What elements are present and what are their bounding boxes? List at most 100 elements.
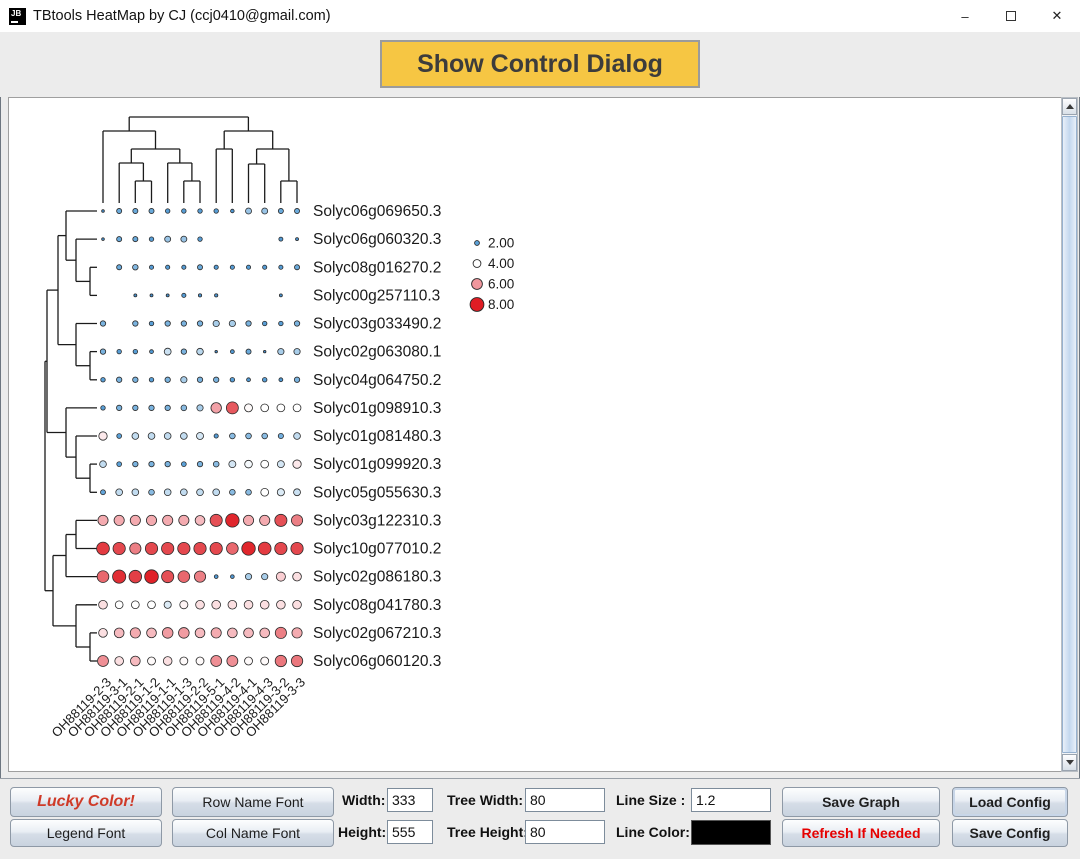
row-label: Solyc02g086180.3	[313, 569, 441, 586]
heatmap-dot	[196, 376, 204, 383]
heatmap-dot	[229, 377, 236, 383]
heatmap-dot	[263, 349, 267, 354]
heatmap-dot	[278, 293, 283, 298]
heatmap-dot	[132, 264, 139, 271]
heatmap-dot	[162, 656, 173, 666]
save-config-button[interactable]: Save Config	[952, 819, 1068, 847]
heatmap-dot	[212, 460, 220, 468]
heatmap-dot	[114, 656, 124, 666]
heatmap-dot	[211, 599, 221, 610]
heatmap-dot	[197, 264, 203, 271]
legend-label: 4.00	[488, 256, 514, 271]
heatmap-dot	[116, 208, 123, 214]
heatmap-dot	[194, 515, 206, 526]
legend-font-button[interactable]: Legend Font	[10, 819, 162, 847]
heatmap-dot	[164, 461, 171, 468]
legend-dot	[469, 297, 485, 312]
show-control-dialog-button[interactable]: Show Control Dialog	[380, 40, 700, 88]
row-label: Solyc06g060120.3	[313, 653, 441, 670]
close-button[interactable]: ✕	[1051, 8, 1063, 23]
row-label: Solyc04g064750.2	[313, 372, 441, 389]
heatmap-dot	[294, 208, 300, 214]
heatmap-dot	[210, 627, 222, 639]
height-input[interactable]	[387, 820, 433, 844]
heatmap-dot	[147, 600, 156, 610]
heatmap-dot	[180, 404, 188, 412]
heatmap-dot	[116, 461, 122, 467]
heatmap-dot	[277, 432, 284, 440]
heatmap-dot	[275, 571, 286, 582]
heatmap-dot	[241, 541, 256, 556]
heatmap-dot	[149, 349, 154, 354]
heatmap-dot	[181, 208, 187, 214]
heatmap-dot	[293, 376, 301, 383]
row-name-font-button[interactable]: Row Name Font	[172, 787, 334, 817]
row-label: Solyc06g060320.3	[313, 231, 441, 248]
save-graph-button[interactable]: Save Graph	[782, 787, 940, 817]
heatmap-dot	[213, 376, 220, 383]
heatmap-dot	[178, 514, 190, 526]
heatmap-dot	[292, 459, 302, 469]
heatmap-dot	[212, 319, 220, 328]
heatmap-dot	[214, 293, 219, 298]
tree-width-input[interactable]	[525, 788, 605, 812]
heatmap-dot	[290, 654, 304, 668]
heatmap-dot	[161, 541, 175, 556]
heatmap-dot	[245, 320, 252, 327]
scroll-up-button[interactable]	[1062, 98, 1077, 115]
arrow-down-icon	[1065, 760, 1074, 765]
heatmap-dot	[226, 655, 239, 667]
maximize-button[interactable]	[988, 0, 1034, 32]
scrollbar-thumb[interactable]	[1062, 116, 1077, 753]
heatmap-dot	[129, 514, 141, 526]
heatmap-dot	[164, 404, 171, 411]
heatmap-dot	[113, 627, 125, 639]
lucky-color-button[interactable]: Lucky Color!	[10, 787, 162, 817]
heatmap-dot	[161, 627, 174, 639]
minimize-button[interactable]: –	[961, 8, 969, 24]
refresh-if-needed-button[interactable]: Refresh If Needed	[782, 819, 940, 847]
legend-dot	[474, 240, 480, 246]
heatmap-dot	[194, 627, 206, 639]
heatmap-dot	[210, 402, 222, 414]
heatmap-dot	[132, 348, 138, 355]
width-label: Width:	[342, 792, 386, 808]
line-color-swatch[interactable]	[691, 820, 771, 845]
heatmap-dot	[243, 514, 255, 526]
heatmap-dot	[99, 320, 107, 327]
heatmap-dot	[292, 571, 302, 582]
heatmap-dot	[165, 208, 171, 214]
heatmap-dot	[97, 514, 109, 526]
heatmap-dot	[193, 570, 207, 583]
toolbar: Show Control Dialog	[0, 32, 1080, 97]
vertical-scrollbar[interactable]	[1061, 97, 1078, 772]
heatmap-dot	[163, 600, 172, 609]
heatmap-plot: Solyc06g069650.3 Solyc06g060320.3 Solyc08g…	[44, 116, 514, 740]
heatmap-dot	[165, 264, 171, 270]
row-label: Solyc03g033490.2	[313, 316, 441, 333]
load-config-button[interactable]: Load Config	[952, 787, 1068, 817]
heatmap-dot	[179, 656, 189, 666]
heatmap-dot	[181, 292, 187, 298]
heatmap-dot	[162, 514, 174, 526]
heatmap-dot	[96, 570, 110, 583]
scroll-down-button[interactable]	[1062, 754, 1077, 771]
heatmap-dot	[210, 655, 223, 667]
heatmap-dot	[148, 377, 155, 383]
tree-height-input[interactable]	[525, 820, 605, 844]
heatmap-canvas[interactable]: Solyc06g069650.3 Solyc06g060320.3 Solyc08g…	[8, 97, 1061, 772]
width-input[interactable]	[387, 788, 433, 812]
heatmap-dot	[276, 599, 286, 610]
heatmap-dot	[229, 488, 236, 496]
legend-label: 8.00	[488, 297, 514, 312]
heatmap-dot	[293, 488, 301, 497]
heatmap-dot	[277, 348, 285, 356]
heatmap-dot	[209, 513, 223, 527]
heatmap-dot	[197, 236, 203, 242]
heatmap-dot	[225, 513, 240, 528]
col-name-font-button[interactable]: Col Name Font	[172, 819, 334, 847]
heatmap-dot	[98, 599, 108, 610]
line-size-input[interactable]	[691, 788, 771, 812]
heatmap-dot	[226, 542, 239, 555]
heatmap-dot	[100, 405, 106, 411]
